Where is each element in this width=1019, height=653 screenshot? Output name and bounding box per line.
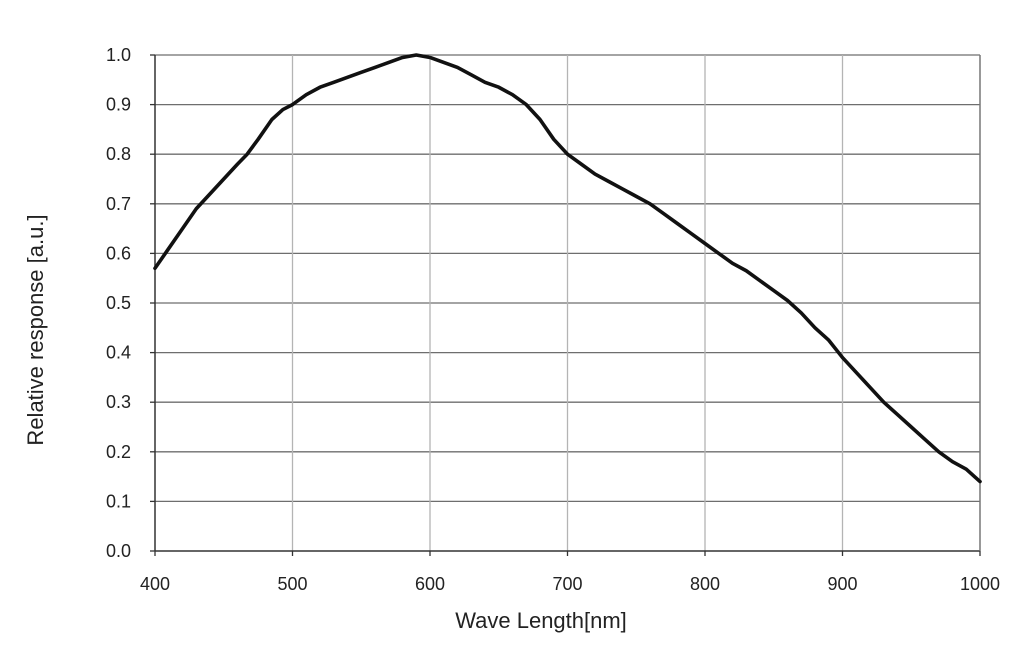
y-tick-label: 0.3 xyxy=(106,392,131,412)
x-tick-label: 800 xyxy=(690,574,720,594)
y-tick-label: 1.0 xyxy=(106,45,131,65)
x-tick-label: 1000 xyxy=(960,574,1000,594)
series-layer xyxy=(153,53,982,484)
x-axis-title: Wave Length[nm] xyxy=(455,608,627,633)
y-tick-label: 0.5 xyxy=(106,293,131,313)
x-tick-label: 700 xyxy=(552,574,582,594)
x-tick-label: 600 xyxy=(415,574,445,594)
tick-label-layer: 0.0 0.1 0.2 0.3 0.4 0.5 0.6 0.7 0.8 0.9 1.0 400 500 6… xyxy=(106,45,1000,594)
y-tick-label: 0.2 xyxy=(106,442,131,462)
grid-layer xyxy=(155,54,981,551)
x-tick-label: 900 xyxy=(827,574,857,594)
y-tick-label: 0.7 xyxy=(106,194,131,214)
y-tick-label: 0.9 xyxy=(106,95,131,115)
series-line-relative-response xyxy=(153,53,982,484)
y-axis-title: Relative response [a.u.] xyxy=(23,214,48,445)
axes-layer xyxy=(150,54,981,556)
y-tick-label: 0.0 xyxy=(106,541,131,561)
y-tick-label: 0.6 xyxy=(106,243,131,263)
y-tick-label: 0.4 xyxy=(106,343,131,363)
x-tick-label: 500 xyxy=(277,574,307,594)
y-tick-label: 0.1 xyxy=(106,491,131,511)
y-tick-label: 0.8 xyxy=(106,144,131,164)
x-tick-label: 400 xyxy=(140,574,170,594)
